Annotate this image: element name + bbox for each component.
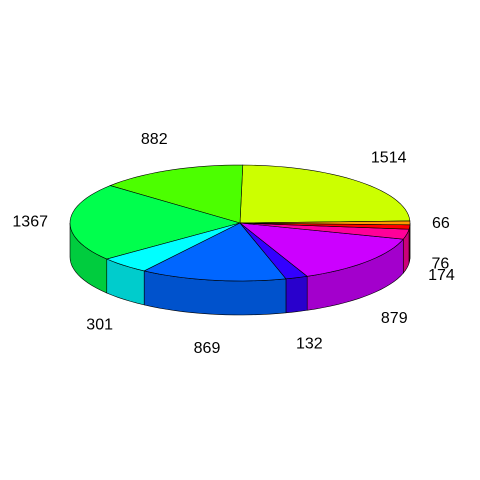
slice-label-0: 1514 [371, 149, 407, 166]
slice-label-1: 882 [141, 131, 168, 148]
slice-label-5: 132 [296, 336, 323, 353]
slice-label-2: 1367 [12, 214, 48, 231]
slice-label-8: 76 [432, 255, 450, 272]
pie-side-5 [285, 275, 308, 314]
pie-slice-0 [239, 164, 411, 224]
pie-slice-6 [239, 222, 404, 277]
pie-slice-1 [109, 164, 244, 224]
slice-label-9: 66 [432, 215, 450, 232]
slice-label-6: 879 [381, 310, 408, 327]
slice-label-3: 301 [86, 316, 113, 333]
pie-slice-9 [239, 220, 411, 226]
pie-slice-3 [105, 222, 241, 272]
pie-slice-2 [69, 185, 242, 260]
slice-label-7: 174 [428, 267, 455, 284]
slice-label-4: 869 [194, 340, 221, 357]
pie-slice-4 [143, 222, 287, 282]
